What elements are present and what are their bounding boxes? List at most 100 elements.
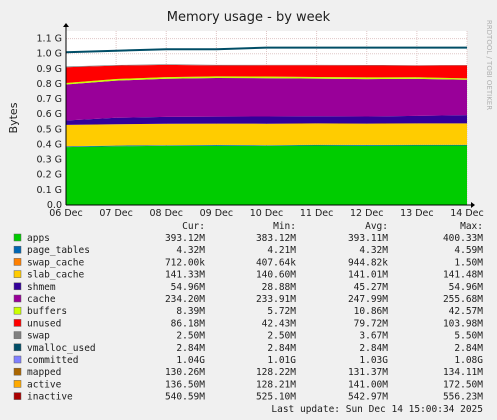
legend-cur-value: 4.32M <box>176 245 205 256</box>
legend-cur-value: 8.39M <box>176 306 205 317</box>
legend-max-value: 141.48M <box>443 270 483 281</box>
y-axis-arrow <box>63 23 69 27</box>
legend-avg-value: 944.82k <box>348 257 388 268</box>
stacked-areas <box>66 64 467 205</box>
legend-avg-value: 393.11M <box>348 233 388 244</box>
legend-header-cur: Cur: <box>182 221 205 232</box>
legend-min-value: 407.64k <box>256 257 296 268</box>
legend-avg-value: 79.72M <box>354 318 389 329</box>
legend-cur-value: 54.96M <box>171 282 206 293</box>
legend-avg-value: 542.97M <box>348 392 388 403</box>
legend-avg-value: 10.86M <box>354 306 389 317</box>
legend-min-value: 128.22M <box>256 367 296 378</box>
x-tick-label: 13 Dec <box>400 208 434 219</box>
legend-avg-value: 247.99M <box>348 294 388 305</box>
legend-min-value: 5.72M <box>267 306 296 317</box>
legend-max-value: 1.08G <box>454 355 483 366</box>
legend-min-value: 2.50M <box>267 331 296 342</box>
legend-name: vmalloc_used <box>27 343 96 354</box>
legend-min-value: 140.60M <box>256 270 296 281</box>
legend-min-value: 4.21M <box>267 245 296 256</box>
legend-header-max: Max: <box>460 221 483 232</box>
y-tick-label: 0.5 G <box>37 124 63 135</box>
y-tick-label: 0.8 G <box>37 79 63 90</box>
legend-max-value: 172.50M <box>443 379 483 390</box>
legend-max-value: 1.50M <box>454 257 483 268</box>
area-swap <box>66 64 467 68</box>
x-tick-label: 10 Dec <box>250 208 284 219</box>
legend-name: apps <box>27 233 50 244</box>
legend-header-min: Min: <box>273 221 296 232</box>
legend-swatch-mapped <box>13 367 22 376</box>
legend-cur-value: 136.50M <box>165 379 205 390</box>
legend-min-value: 2.84M <box>267 343 296 354</box>
legend-min-value: 42.43M <box>262 318 297 329</box>
y-tick-label: 0.1 G <box>37 185 63 196</box>
legend-swatch-committed <box>13 355 22 364</box>
legend-cur-value: 2.50M <box>176 331 205 342</box>
x-tick-label: 09 Dec <box>200 208 234 219</box>
tick-labels: 0.0 0.1 G 0.2 G 0.3 G 0.4 G 0.5 G 0.6 G 0.7 G 0.… <box>37 34 484 219</box>
area-buffers <box>66 76 467 85</box>
legend-max-value: 4.59M <box>454 245 483 256</box>
legend-name: buffers <box>27 306 67 317</box>
legend-name: swap_cache <box>27 257 84 268</box>
y-axis-label: Bytes <box>7 102 20 133</box>
legend-swatch-swap-cache <box>13 258 22 266</box>
legend-avg-value: 4.32M <box>359 245 388 256</box>
legend-max-value: 134.11M <box>443 367 483 378</box>
y-tick-label: 0.7 G <box>37 94 63 105</box>
legend-name: committed <box>27 355 78 366</box>
legend-max-value: 556.23M <box>443 392 483 403</box>
y-tick-label: 0.0 <box>47 200 62 211</box>
legend-swatch-shmem <box>13 282 22 291</box>
legend-avg-value: 45.27M <box>354 282 389 293</box>
legend-table: Cur: Min: Avg: Max: apps 393.12M 383.12M 393.11… <box>13 221 484 403</box>
legend-swatch-page-tables <box>13 245 22 254</box>
legend-swatch-vmalloc-used <box>13 343 22 352</box>
x-tick-label: 12 Dec <box>350 208 384 219</box>
legend-cur-value: 130.26M <box>165 367 205 378</box>
legend-swatch-active <box>13 380 22 388</box>
y-tick-label: 0.9 G <box>37 64 63 75</box>
legend-name: slab_cache <box>27 270 84 281</box>
legend-swatch-swap <box>13 331 22 339</box>
area-page-tables <box>66 144 467 148</box>
area-unused <box>66 64 467 83</box>
legend-min-value: 28.88M <box>262 282 297 293</box>
legend-name: active <box>27 379 62 390</box>
legend-swatch-inactive <box>13 392 22 400</box>
legend-name: mapped <box>27 367 61 378</box>
legend-max-value: 42.57M <box>449 306 484 317</box>
legend-avg-value: 1.03G <box>359 355 388 366</box>
legend-name: shmem <box>27 282 56 293</box>
legend-min-value: 233.91M <box>256 294 296 305</box>
x-tick-label: 08 Dec <box>150 208 184 219</box>
rrdtool-watermark: RRDTOOL / TOBI OETIKER <box>485 20 493 110</box>
legend-swatch-cache <box>13 294 22 303</box>
line-committed <box>65 46 467 54</box>
legend-max-value: 54.96M <box>449 282 484 293</box>
legend-swatch-unused <box>13 319 22 327</box>
legend-cur-value: 2.84M <box>176 343 205 354</box>
legend-max-value: 2.84M <box>454 343 483 354</box>
legend-cur-value: 1.04G <box>176 355 205 366</box>
legend-name: page_tables <box>27 245 90 256</box>
area-shmem <box>66 115 467 125</box>
legend-cur-value: 234.20M <box>165 294 205 305</box>
chart-title: Memory usage - by week <box>166 10 331 25</box>
x-tick-label: 06 Dec <box>49 208 83 219</box>
legend-max-value: 103.98M <box>443 318 483 329</box>
last-update-footer: Last update: Sun Dec 14 15:00:34 2025 <box>271 404 483 415</box>
legend-max-value: 400.33M <box>443 233 483 244</box>
legend-swatch-buffers <box>13 306 22 315</box>
y-tick-label: 0.2 G <box>37 170 63 181</box>
legend-avg-value: 141.00M <box>348 379 388 390</box>
legend-name: unused <box>27 318 61 329</box>
legend-name: cache <box>27 294 56 305</box>
legend-swatch-slab-cache <box>13 270 22 278</box>
x-tick-label: 07 Dec <box>99 208 133 219</box>
area-swap-cache <box>66 144 467 147</box>
series-lines <box>65 46 467 54</box>
